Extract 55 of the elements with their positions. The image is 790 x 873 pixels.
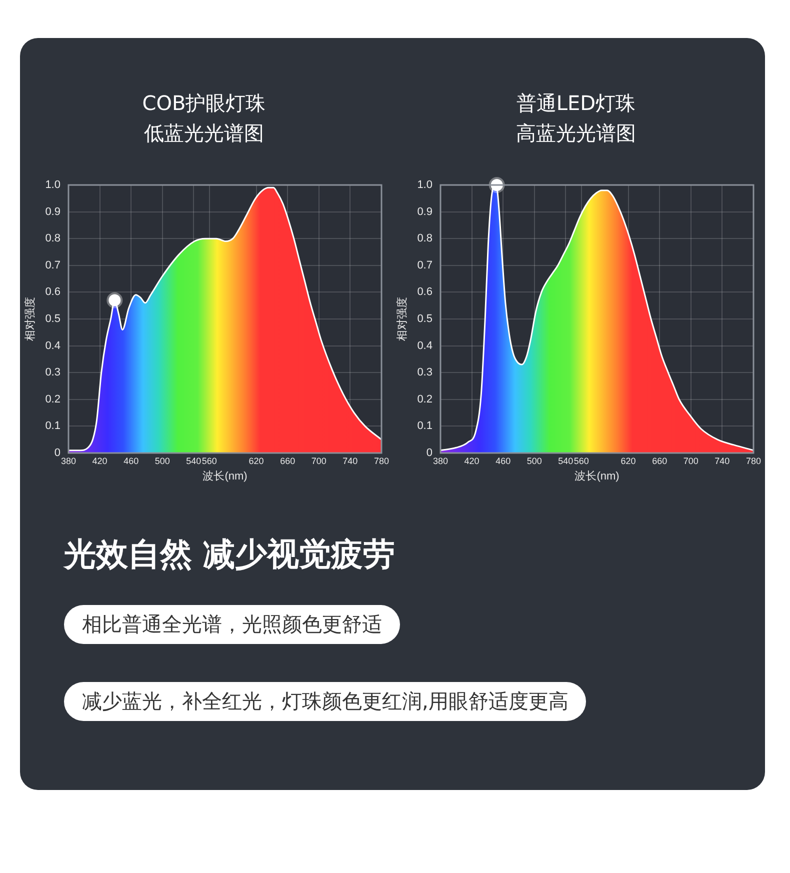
x-tick-label: 620 [248,456,264,466]
x-axis-title: 波长(nm) [202,469,248,482]
y-tick-label: 0.9 [45,206,60,218]
y-axis-title: 相对强度 [396,297,409,341]
y-tick-label: 0 [54,447,60,460]
y-tick-label: 0.1 [45,420,60,432]
y-tick-label: 0.6 [417,286,432,298]
x-tick-label: 420 [92,456,108,466]
y-tick-label: 0.4 [417,340,432,352]
x-tick-label: 540 [558,456,574,466]
y-tick-label: 0.7 [417,259,432,272]
text: 光效自然 减少视觉疲劳 [64,534,396,575]
x-tick-label: 380 [432,456,448,466]
x-tick-label: 560 [574,456,589,466]
y-tick-label: 0.3 [45,366,60,379]
chart-title: COB护眼灯珠 [142,91,266,116]
x-tick-label: 500 [154,456,170,466]
y-tick-label: 0.4 [45,340,60,352]
x-tick-label: 660 [280,456,296,466]
chart-title: 普通LED灯珠 [516,91,636,116]
chart-subtitle: 高蓝光光谱图 [516,121,636,146]
x-tick-label: 740 [714,456,730,466]
y-tick-label: 0 [426,447,432,460]
y-tick-label: 0.1 [417,420,432,432]
x-tick-label: 460 [496,456,511,466]
x-tick-label: 780 [374,456,390,466]
y-tick-label: 1.0 [417,179,432,192]
x-tick-label: 700 [311,456,326,466]
x-tick-label: 380 [60,456,76,466]
x-tick-label: 560 [202,456,217,466]
y-tick-label: 0.2 [417,393,432,406]
chart-subtitle: 低蓝光光谱图 [144,121,264,146]
y-tick-label: 0.2 [45,393,60,406]
text: 减少蓝光，补全红光，灯珠颜色更红润,用眼舒适度更高 [64,682,586,721]
x-tick-label: 500 [526,456,542,466]
y-axis-title: 相对强度 [24,297,37,341]
x-tick-label: 540 [186,456,202,466]
x-tick-label: 740 [342,456,358,466]
y-tick-label: 0.6 [45,286,60,298]
x-tick-label: 460 [124,456,139,466]
y-tick-label: 0.5 [45,313,60,326]
y-tick-label: 1.0 [45,179,60,192]
y-tick-label: 0.8 [45,232,60,245]
x-tick-label: 780 [746,456,762,466]
y-tick-label: 0.7 [45,259,60,272]
x-tick-label: 620 [620,456,636,466]
x-axis-title: 波长(nm) [574,469,620,482]
y-tick-label: 0.5 [417,313,432,326]
x-tick-label: 700 [683,456,698,466]
y-tick-label: 0.8 [417,232,432,245]
x-tick-label: 420 [464,456,480,466]
y-tick-label: 0.3 [417,366,432,379]
y-tick-label: 0.9 [417,206,432,218]
text: 相比普通全光谱，光照颜色更舒适 [64,605,400,644]
x-tick-label: 660 [652,456,668,466]
